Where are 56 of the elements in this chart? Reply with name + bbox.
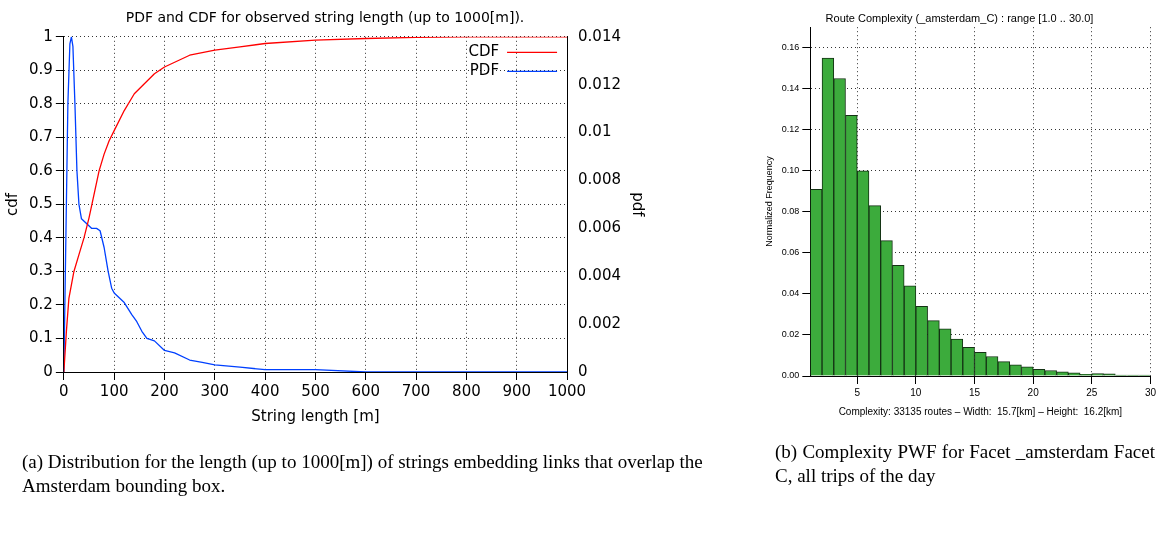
y2-tick-label: 0.01 — [578, 122, 612, 141]
x-tick-label: 400 — [250, 381, 280, 400]
y-tick-label: 0.10 — [781, 165, 800, 176]
y2-axis-title: pdf — [629, 192, 648, 218]
y-tick-label: 0.02 — [781, 329, 800, 340]
chart-title: PDF and CDF for observed string length (up to 1000[m]). — [125, 9, 525, 26]
y-axis-title: Normalized Frequency — [763, 155, 774, 247]
y-tick-label: 0.2 — [29, 294, 53, 313]
y-tick-label: 0.14 — [781, 83, 800, 94]
x-axis-title: Complexity: 33135 routes – Width: 15.7[km] – Height: 16.2[km] — [838, 405, 1123, 417]
text: (a) Distribution for the length (up to 1000[m]) of strings embedding links that overlap the Amsterdam bounding box. — [22, 450, 704, 498]
y-tick-label: 0.4 — [29, 227, 53, 246]
y-tick-label: 0.04 — [781, 288, 800, 299]
y2-tick-label: 0.006 — [578, 218, 622, 237]
y-tick-label: 0.7 — [29, 127, 53, 146]
x-axis-title: String length [m] — [251, 406, 380, 425]
y-tick-label: 0.9 — [29, 60, 53, 79]
x-tick-label: 20 — [1027, 386, 1040, 398]
y2-tick-label: 0.012 — [578, 74, 622, 93]
x-tick-label: 5 — [854, 386, 861, 398]
y-axis-title: cdf — [2, 192, 21, 216]
y-tick-label: 0.16 — [781, 42, 800, 53]
x-tick-label: 900 — [502, 381, 532, 400]
x-tick-label: 10 — [910, 386, 922, 398]
x-tick-label: 800 — [452, 381, 481, 400]
x-tick-label: 25 — [1086, 386, 1098, 398]
text: (b) Complexity PWF for Facet _amsterdam Facet C, all trips of the day — [775, 440, 1155, 488]
y-tick-label: 0.00 — [781, 370, 800, 381]
x-tick-label: 700 — [401, 381, 431, 400]
y2-tick-label: 0.008 — [578, 170, 622, 189]
y2-tick-label: 0.004 — [578, 266, 622, 285]
legend-label: PDF — [469, 61, 500, 80]
x-tick-label: 30 — [1144, 386, 1157, 398]
x-tick-label: 500 — [301, 381, 330, 400]
x-tick-label: 0 — [59, 381, 69, 400]
y-tick-label: 0.3 — [29, 261, 53, 280]
y-tick-label: 0.06 — [781, 247, 800, 258]
y-tick-label: 0.6 — [29, 160, 53, 179]
y2-tick-label: 0.002 — [578, 314, 622, 332]
x-tick-label: 15 — [968, 386, 981, 398]
x-tick-label: 600 — [351, 381, 381, 400]
x-tick-label: 100 — [99, 381, 129, 400]
y-tick-label: 0.8 — [29, 93, 53, 112]
y2-tick-label: 0 — [578, 361, 588, 380]
y-tick-label: 0.1 — [29, 328, 53, 347]
y-tick-label: 0.5 — [29, 194, 53, 213]
x-tick-label: 200 — [150, 381, 179, 400]
y-tick-label: 0.12 — [781, 124, 800, 135]
x-tick-label: 1000 — [547, 381, 587, 400]
y-tick-label: 0 — [43, 361, 53, 380]
y-tick-label: 0.08 — [781, 206, 800, 217]
chart-title: Route Complexity (_amsterdam_C) : range [1.0 .. 30.0] — [825, 11, 1094, 24]
y-tick-label: 1 — [43, 26, 53, 45]
legend-label: CDF — [468, 42, 500, 61]
x-tick-label: 300 — [200, 381, 230, 400]
y2-tick-label: 0.014 — [578, 26, 622, 45]
